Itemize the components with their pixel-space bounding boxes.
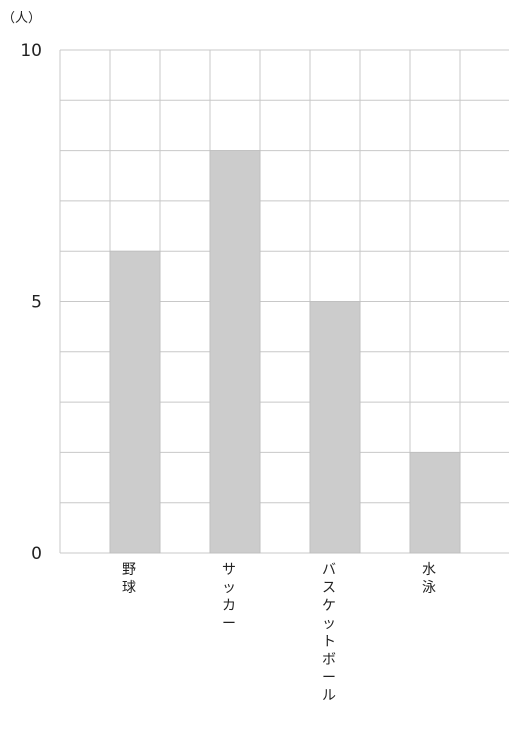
y-tick-label: 10 bbox=[20, 41, 42, 61]
x-axis-labels: 野球 サッカー バスケットボール 水泳 bbox=[122, 562, 436, 704]
y-axis-ticks: 0 5 10 bbox=[20, 41, 42, 564]
y-tick-label: 5 bbox=[31, 293, 42, 313]
y-axis-unit-label: （人） bbox=[2, 11, 41, 26]
bar bbox=[309, 301, 361, 554]
x-category-label: バスケットボール bbox=[322, 562, 336, 704]
x-category-label: サッカー bbox=[222, 562, 236, 632]
bars bbox=[109, 150, 461, 554]
bar bbox=[409, 451, 461, 554]
x-category-label: 野球 bbox=[122, 562, 136, 596]
y-tick-label: 0 bbox=[31, 544, 42, 564]
bar bbox=[209, 150, 261, 554]
x-category-label: 水泳 bbox=[422, 562, 436, 596]
bar bbox=[109, 250, 161, 554]
